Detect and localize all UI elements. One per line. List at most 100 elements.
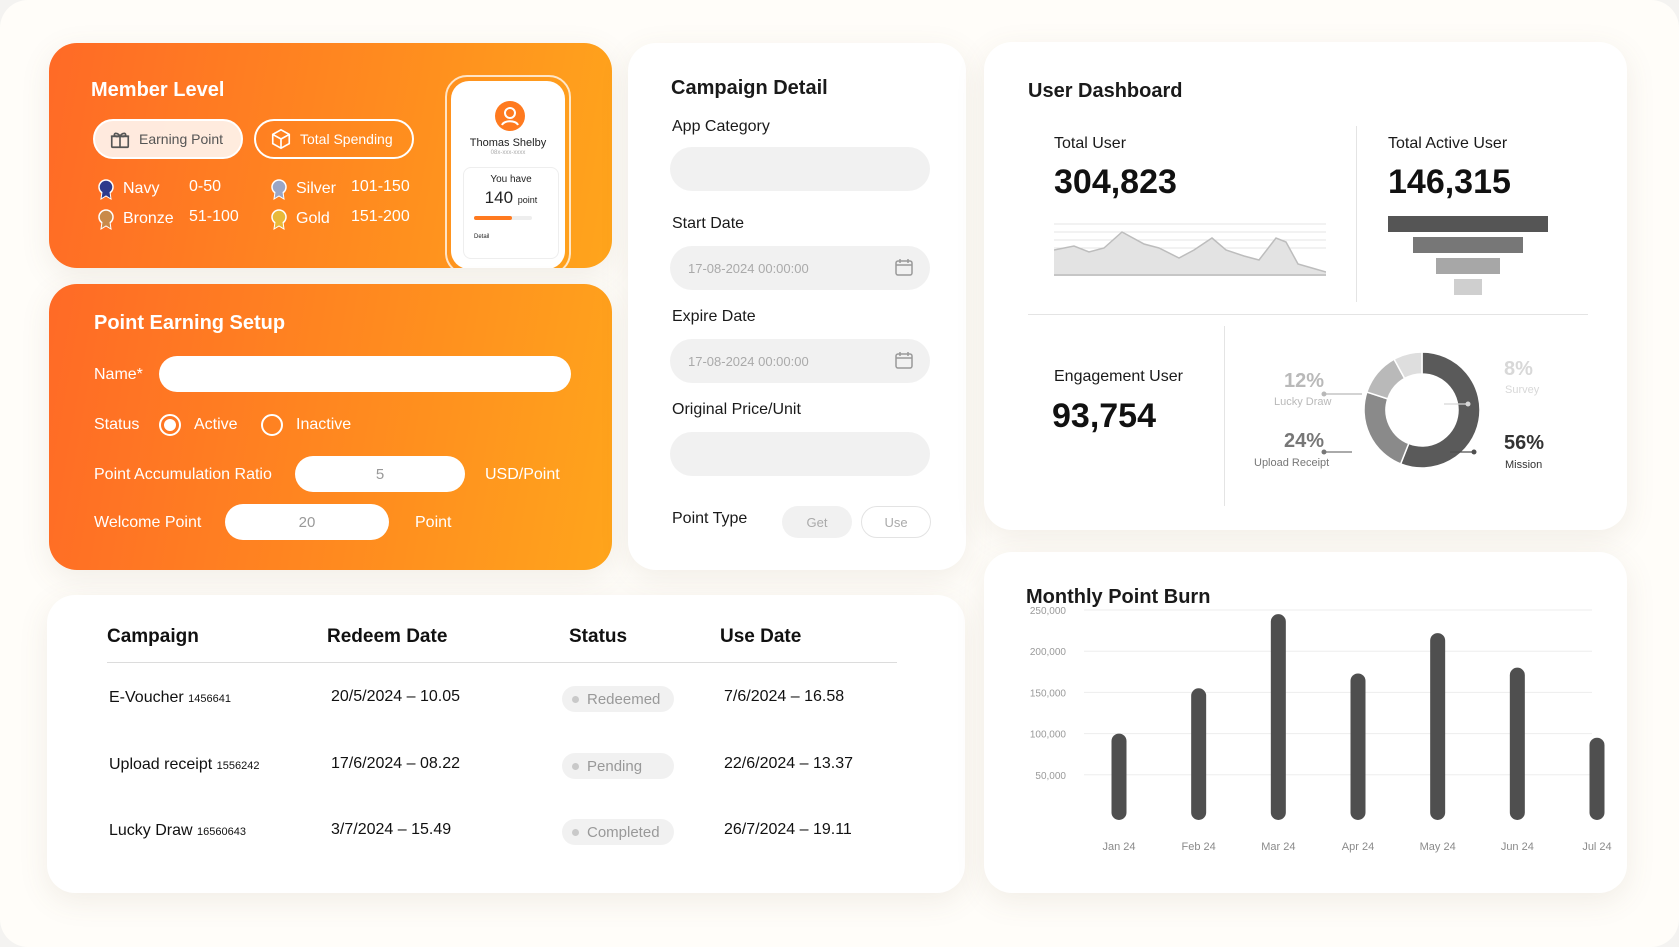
engagement-label: Engagement User bbox=[1054, 368, 1183, 385]
x-tick-label: Jan 24 bbox=[1102, 841, 1135, 853]
user-dashboard-title: User Dashboard bbox=[1028, 80, 1183, 102]
dashboard-divider-horizontal bbox=[1028, 314, 1588, 315]
table-header-redeem-date: Redeem Date bbox=[327, 626, 448, 647]
tab-earning-point[interactable]: Earning Point bbox=[93, 119, 243, 159]
app-category-label: App Category bbox=[672, 118, 770, 135]
dashboard-divider-vertical-bottom bbox=[1224, 326, 1225, 506]
tab-total-spending-label: Total Spending bbox=[300, 131, 393, 147]
phone-points-box: You have 140 point Detail bbox=[463, 167, 559, 259]
redeem-table-card: Campaign Redeem Date Status Use Date E-V… bbox=[47, 595, 965, 893]
mission-label: Mission bbox=[1505, 459, 1543, 471]
price-input[interactable] bbox=[670, 432, 930, 476]
bronze-medal-icon bbox=[98, 209, 114, 230]
phone-user-number: 08x-xxx-xxxx bbox=[490, 150, 526, 156]
calendar-icon[interactable] bbox=[894, 350, 914, 370]
monthly-point-burn-card: Monthly Point Burn 250,000 200,000 150,000… bbox=[984, 552, 1627, 893]
status-active-radio[interactable] bbox=[159, 414, 181, 436]
active-user-funnel bbox=[1388, 216, 1548, 295]
x-tick-label: Mar 24 bbox=[1261, 841, 1295, 853]
ratio-input[interactable]: 5 bbox=[295, 456, 465, 492]
x-tick-label: Jun 24 bbox=[1501, 841, 1534, 853]
status-dot bbox=[572, 695, 579, 703]
level-bronze: Bronze bbox=[97, 208, 174, 230]
start-date-label: Start Date bbox=[672, 215, 745, 232]
welcome-point-label: Welcome Point bbox=[94, 514, 202, 531]
campaign-code: 1556242 bbox=[216, 760, 260, 772]
campaign-name: Lucky Draw bbox=[109, 822, 193, 839]
donut-leader-lines bbox=[1321, 391, 1477, 455]
phone-you-have: You have bbox=[490, 174, 532, 185]
x-tick-label: Jul 24 bbox=[1582, 841, 1611, 853]
gift-icon bbox=[110, 132, 130, 149]
status-dot bbox=[572, 762, 579, 770]
calendar-icon[interactable] bbox=[894, 257, 914, 277]
point-type-get-button[interactable]: Get bbox=[782, 506, 852, 538]
points-value: 140 bbox=[484, 188, 514, 207]
phone-screen: Thomas Shelby 08x-xxx-xxxx You have 140 … bbox=[451, 81, 565, 268]
table-header-use-date: Use Date bbox=[720, 626, 802, 647]
tab-earning-point-label: Earning Point bbox=[139, 131, 224, 147]
level-gold-range: 151-200 bbox=[351, 208, 410, 225]
table-row-2-campaign: Upload receipt 1556242 bbox=[109, 756, 259, 774]
point-type-use-button[interactable]: Use bbox=[861, 506, 931, 538]
campaign-code: 1456641 bbox=[188, 693, 231, 705]
ratio-unit: USD/Point bbox=[485, 466, 560, 483]
chart-title: Monthly Point Burn bbox=[1026, 586, 1211, 608]
point-earning-setup-card: Point Earning Setup Name* Status Active … bbox=[49, 284, 612, 570]
level-name: Gold bbox=[296, 210, 330, 227]
table-row-3-use-date: 26/7/2024 – 19.11 bbox=[724, 821, 852, 838]
level-silver-range: 101-150 bbox=[351, 178, 410, 195]
engagement-value: 93,754 bbox=[1052, 397, 1156, 435]
status-dot bbox=[572, 828, 579, 836]
upload-receipt-label: Upload Receipt bbox=[1254, 457, 1330, 469]
table-row-1-use-date: 7/6/2024 – 16.58 bbox=[724, 688, 845, 705]
x-tick-label: Apr 24 bbox=[1342, 841, 1374, 853]
bar-feb-24 bbox=[1191, 688, 1207, 820]
expire-date-value: 17-08-2024 00:00:00 bbox=[688, 353, 809, 369]
table-row-3-campaign: Lucky Draw 16560643 bbox=[109, 822, 246, 840]
name-label: Name* bbox=[94, 366, 143, 383]
table-row-2-redeem-date: 17/6/2024 – 08.22 bbox=[331, 755, 461, 772]
silver-medal-icon bbox=[271, 179, 287, 200]
engagement-donut-chart bbox=[1363, 351, 1481, 469]
welcome-point-input[interactable]: 20 bbox=[225, 504, 389, 540]
name-input[interactable] bbox=[159, 356, 571, 392]
point-setup-title: Point Earning Setup bbox=[94, 312, 286, 334]
total-active-label: Total Active User bbox=[1388, 135, 1508, 152]
x-tick-label: May 24 bbox=[1420, 841, 1456, 853]
price-label: Original Price/Unit bbox=[672, 401, 801, 418]
table-row-2-use-date: 22/6/2024 – 13.37 bbox=[724, 755, 854, 772]
points-unit: point bbox=[517, 195, 538, 205]
app-category-input[interactable] bbox=[670, 147, 930, 191]
status-badge: Pending bbox=[562, 753, 674, 779]
table-row-1-redeem-date: 20/5/2024 – 10.05 bbox=[331, 688, 461, 705]
level-navy-range: 0-50 bbox=[189, 178, 222, 195]
monthly-point-burn-chart: 250,000 200,000 150,000 100,000 50,000 Jan 24… bbox=[1030, 606, 1612, 853]
level-silver: Silver bbox=[270, 178, 336, 200]
status-inactive-radio[interactable] bbox=[261, 414, 283, 436]
campaign-code: 16560643 bbox=[197, 826, 246, 838]
campaign-name: Upload receipt bbox=[109, 756, 213, 773]
start-date-input[interactable]: 17-08-2024 00:00:00 bbox=[670, 246, 930, 290]
level-name: Navy bbox=[123, 180, 160, 197]
status-label: Status bbox=[94, 416, 140, 433]
user-dashboard-card: User Dashboard Total User 304,823 Total … bbox=[984, 42, 1627, 530]
total-user-value: 304,823 bbox=[1054, 163, 1177, 201]
x-tick-label: Feb 24 bbox=[1182, 841, 1216, 853]
total-user-label: Total User bbox=[1054, 135, 1127, 152]
member-level-card: Member Level Earning Point Total Spendin… bbox=[49, 43, 612, 268]
member-level-title: Member Level bbox=[91, 79, 225, 101]
donut-slice-survey bbox=[1393, 351, 1423, 380]
welcome-point-unit: Point bbox=[415, 514, 452, 531]
donut-slice-mission bbox=[1399, 351, 1481, 469]
dashboard-divider-vertical-top bbox=[1356, 126, 1357, 302]
phone-preview: Thomas Shelby 08x-xxx-xxxx You have 140 … bbox=[445, 75, 571, 268]
tab-total-spending[interactable]: Total Spending bbox=[254, 119, 414, 159]
mission-pct: 56% bbox=[1504, 432, 1545, 454]
bar-jun-24 bbox=[1509, 667, 1525, 820]
y-tick-label: 50,000 bbox=[1035, 771, 1066, 782]
bar-mar-24 bbox=[1270, 614, 1286, 820]
user-icon bbox=[501, 107, 519, 126]
expire-date-input[interactable]: 17-08-2024 00:00:00 bbox=[670, 339, 930, 383]
y-tick-label: 250,000 bbox=[1030, 606, 1067, 617]
